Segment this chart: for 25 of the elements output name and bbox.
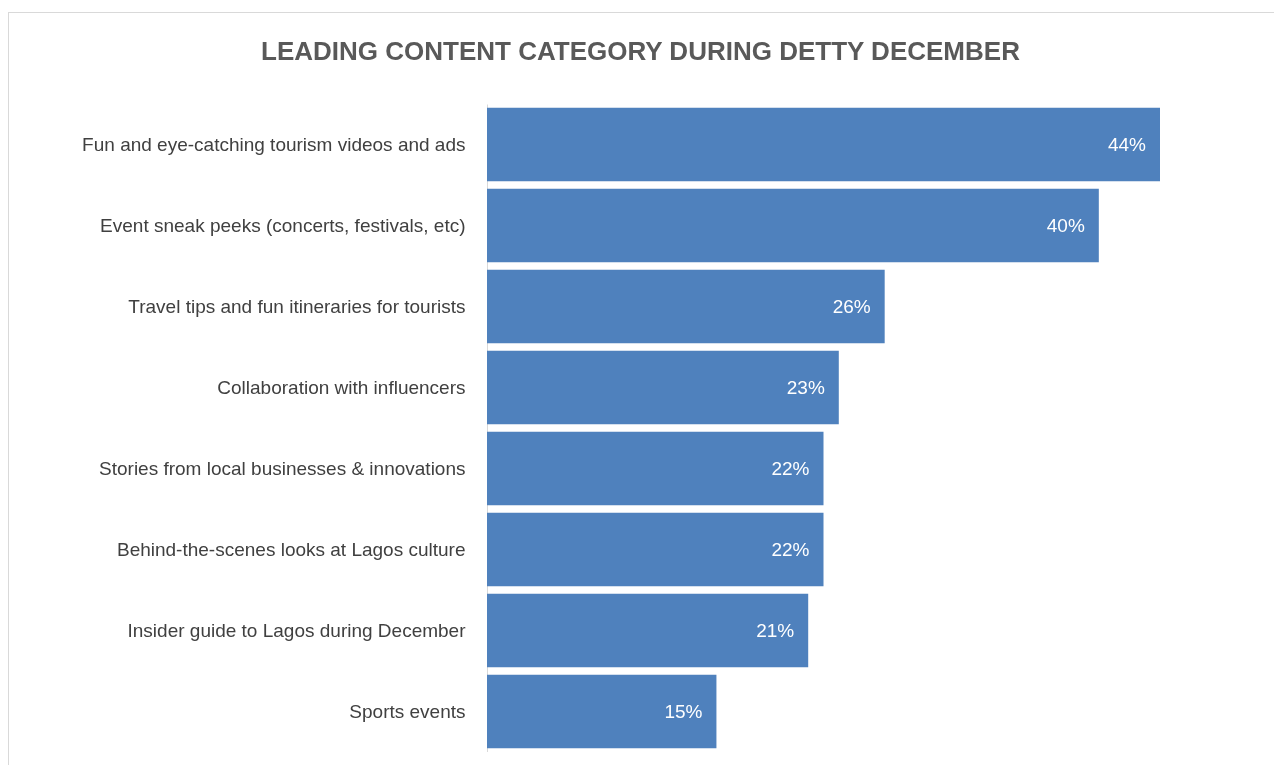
data-label: 22% [771, 457, 810, 479]
bar [487, 350, 839, 425]
y-tick-label: Travel tips and fun itineraries for tourists [128, 295, 466, 317]
y-tick-label: Insider guide to Lagos during December [127, 619, 467, 641]
y-tick-label: Stories from local businesses & innovations [99, 457, 466, 479]
data-label: 26% [832, 295, 871, 317]
bar [487, 269, 885, 344]
chart-title: LEADING CONTENT CATEGORY DURING DETTY DECEMBER [260, 36, 1021, 67]
y-tick-label: Sports events [349, 700, 466, 722]
bar [487, 593, 809, 668]
bar [487, 188, 1099, 263]
bar [487, 431, 824, 506]
data-label: 23% [786, 376, 825, 398]
data-label: 44% [1107, 133, 1147, 155]
bar [487, 674, 717, 749]
data-label: 15% [664, 700, 703, 722]
bar [487, 107, 1160, 182]
y-tick-label: Collaboration with influencers [217, 376, 466, 398]
y-tick-label: Fun and eye-catching tourism videos and ads [82, 133, 466, 155]
data-label: 22% [771, 538, 810, 560]
bar [487, 512, 824, 587]
y-tick-label: Event sneak peeks (concerts, festivals, etc) [100, 214, 466, 236]
y-tick-label: Behind-the-scenes looks at Lagos culture [116, 538, 466, 560]
data-label: 40% [1046, 214, 1085, 236]
data-label: 21% [756, 619, 795, 641]
